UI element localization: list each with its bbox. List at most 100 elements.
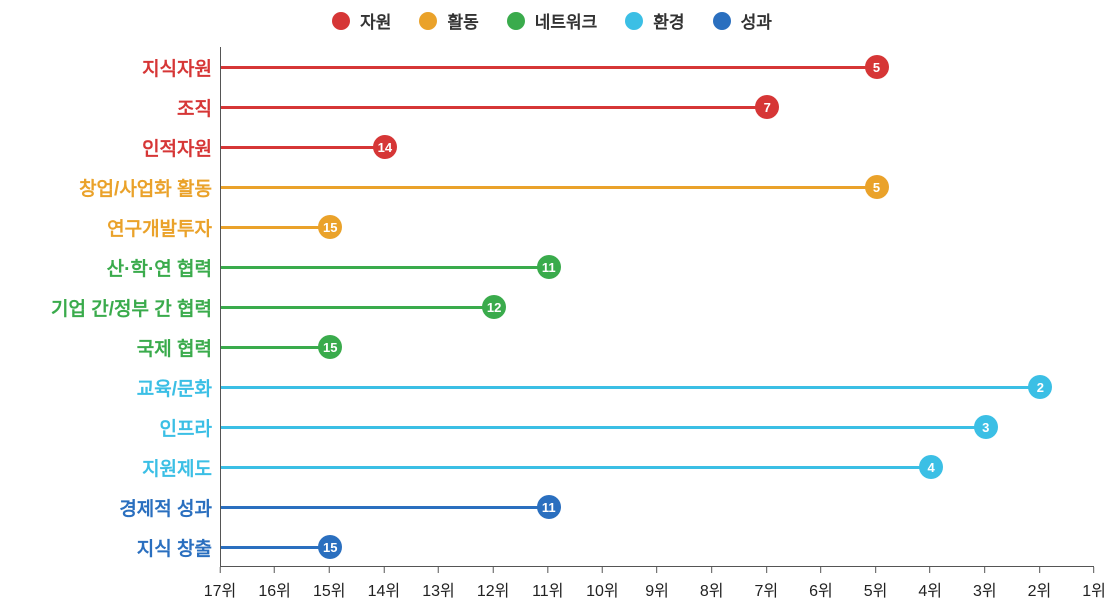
x-tick-label: 9위: [645, 577, 669, 601]
x-tick: 2위: [1028, 567, 1052, 601]
x-tick-mark: [1039, 567, 1040, 573]
lollipop-bar: [221, 226, 330, 229]
row-label: 창업/사업화 활동: [79, 174, 212, 201]
lollipop-bar: [221, 266, 549, 269]
lollipop-bar: [221, 146, 385, 149]
lollipop-bar: [221, 386, 1040, 389]
chart-row: 지식자원 5: [0, 47, 1104, 87]
legend-label: 활동: [447, 8, 478, 33]
x-tick-mark: [274, 567, 275, 573]
legend-item: 성과: [713, 8, 772, 33]
lollipop-bar: [221, 506, 549, 509]
row-label: 지원제도: [142, 454, 212, 481]
row-label: 연구개발투자: [107, 214, 212, 241]
chart-row: 인프라 3: [0, 407, 1104, 447]
chart-row: 산·학·연 협력 11: [0, 247, 1104, 287]
x-tick-mark: [766, 567, 767, 573]
legend-swatch: [507, 12, 525, 30]
x-tick-mark: [383, 567, 384, 573]
legend-label: 성과: [741, 8, 772, 33]
row-label: 지식 창출: [137, 534, 212, 561]
lollipop-bar: [221, 106, 767, 109]
chart-row: 기업 간/정부 간 협력 12: [0, 287, 1104, 327]
x-tick-label: 16위: [258, 577, 291, 601]
row-label: 인프라: [160, 414, 212, 441]
legend-item: 자원: [332, 8, 391, 33]
x-tick-label: 3위: [973, 577, 997, 601]
x-axis: 17위16위15위14위13위12위11위10위9위8위7위6위5위4위3위2위…: [220, 567, 1094, 605]
x-tick: 12위: [477, 567, 510, 601]
x-tick: 8위: [700, 567, 724, 601]
x-tick-mark: [1094, 567, 1095, 573]
legend: 자원활동네트워크환경성과: [0, 0, 1104, 47]
chart-row: 교육/문화 2: [0, 367, 1104, 407]
dot-value: 7: [764, 100, 771, 115]
row-label: 기업 간/정부 간 협력: [51, 294, 212, 321]
x-tick: 6위: [809, 567, 833, 601]
chart-row: 창업/사업화 활동5: [0, 167, 1104, 207]
row-label: 조직: [177, 94, 212, 121]
x-tick-label: 8위: [700, 577, 724, 601]
lollipop-dot: 11: [537, 495, 561, 519]
x-tick-label: 12위: [477, 577, 510, 601]
lollipop-bar: [221, 346, 330, 349]
x-tick: 1위: [1082, 567, 1104, 601]
x-tick-label: 6위: [809, 577, 833, 601]
dot-value: 12: [487, 300, 501, 315]
lollipop-dot: 15: [318, 535, 342, 559]
lollipop-bar: [221, 466, 931, 469]
chart-row: 지식 창출 15: [0, 527, 1104, 567]
x-tick-mark: [547, 567, 548, 573]
legend-item: 활동: [419, 8, 478, 33]
chart-row: 연구개발투자 15: [0, 207, 1104, 247]
x-tick-label: 1위: [1082, 577, 1104, 601]
legend-swatch: [625, 12, 643, 30]
x-tick-mark: [930, 567, 931, 573]
x-tick-mark: [984, 567, 985, 573]
chart-row: 지원제도4: [0, 447, 1104, 487]
lollipop-dot: 2: [1028, 375, 1052, 399]
x-tick-label: 7위: [754, 577, 778, 601]
lollipop-bar: [221, 546, 330, 549]
lollipop-dot: 14: [373, 135, 397, 159]
lollipop-dot: 12: [482, 295, 506, 319]
x-tick-label: 15위: [313, 577, 346, 601]
x-tick-mark: [820, 567, 821, 573]
row-label: 산·학·연 협력: [107, 254, 212, 281]
x-tick-label: 17위: [204, 577, 237, 601]
x-tick: 9위: [645, 567, 669, 601]
lollipop-bar: [221, 186, 877, 189]
x-tick: 4위: [918, 567, 942, 601]
chart-row: 경제적 성과 11: [0, 487, 1104, 527]
lollipop-dot: 15: [318, 335, 342, 359]
x-tick: 17위: [204, 567, 237, 601]
x-tick: 7위: [754, 567, 778, 601]
x-tick-mark: [875, 567, 876, 573]
row-label: 경제적 성과: [119, 494, 212, 521]
row-label: 지식자원: [142, 54, 212, 81]
legend-swatch: [419, 12, 437, 30]
lollipop-bar: [221, 426, 986, 429]
chart-row: 인적자원 14: [0, 127, 1104, 167]
dot-value: 5: [873, 60, 880, 75]
dot-value: 11: [542, 500, 556, 515]
x-tick: 5위: [864, 567, 888, 601]
x-tick-mark: [493, 567, 494, 573]
x-tick-label: 10위: [586, 577, 619, 601]
x-tick: 3위: [973, 567, 997, 601]
dot-value: 11: [542, 260, 556, 275]
row-label: 교육/문화: [137, 374, 212, 401]
lollipop-dot: 7: [755, 95, 779, 119]
dot-value: 3: [982, 420, 989, 435]
x-tick-mark: [438, 567, 439, 573]
row-label: 인적자원: [142, 134, 212, 161]
chart-row: 조직 7: [0, 87, 1104, 127]
x-tick-mark: [657, 567, 658, 573]
dot-value: 15: [323, 540, 337, 555]
x-tick-label: 11위: [532, 577, 563, 601]
lollipop-chart: 17위16위15위14위13위12위11위10위9위8위7위6위5위4위3위2위…: [0, 47, 1104, 605]
dot-value: 15: [323, 220, 337, 235]
legend-swatch: [713, 12, 731, 30]
x-tick-label: 5위: [864, 577, 888, 601]
legend-swatch: [332, 12, 350, 30]
